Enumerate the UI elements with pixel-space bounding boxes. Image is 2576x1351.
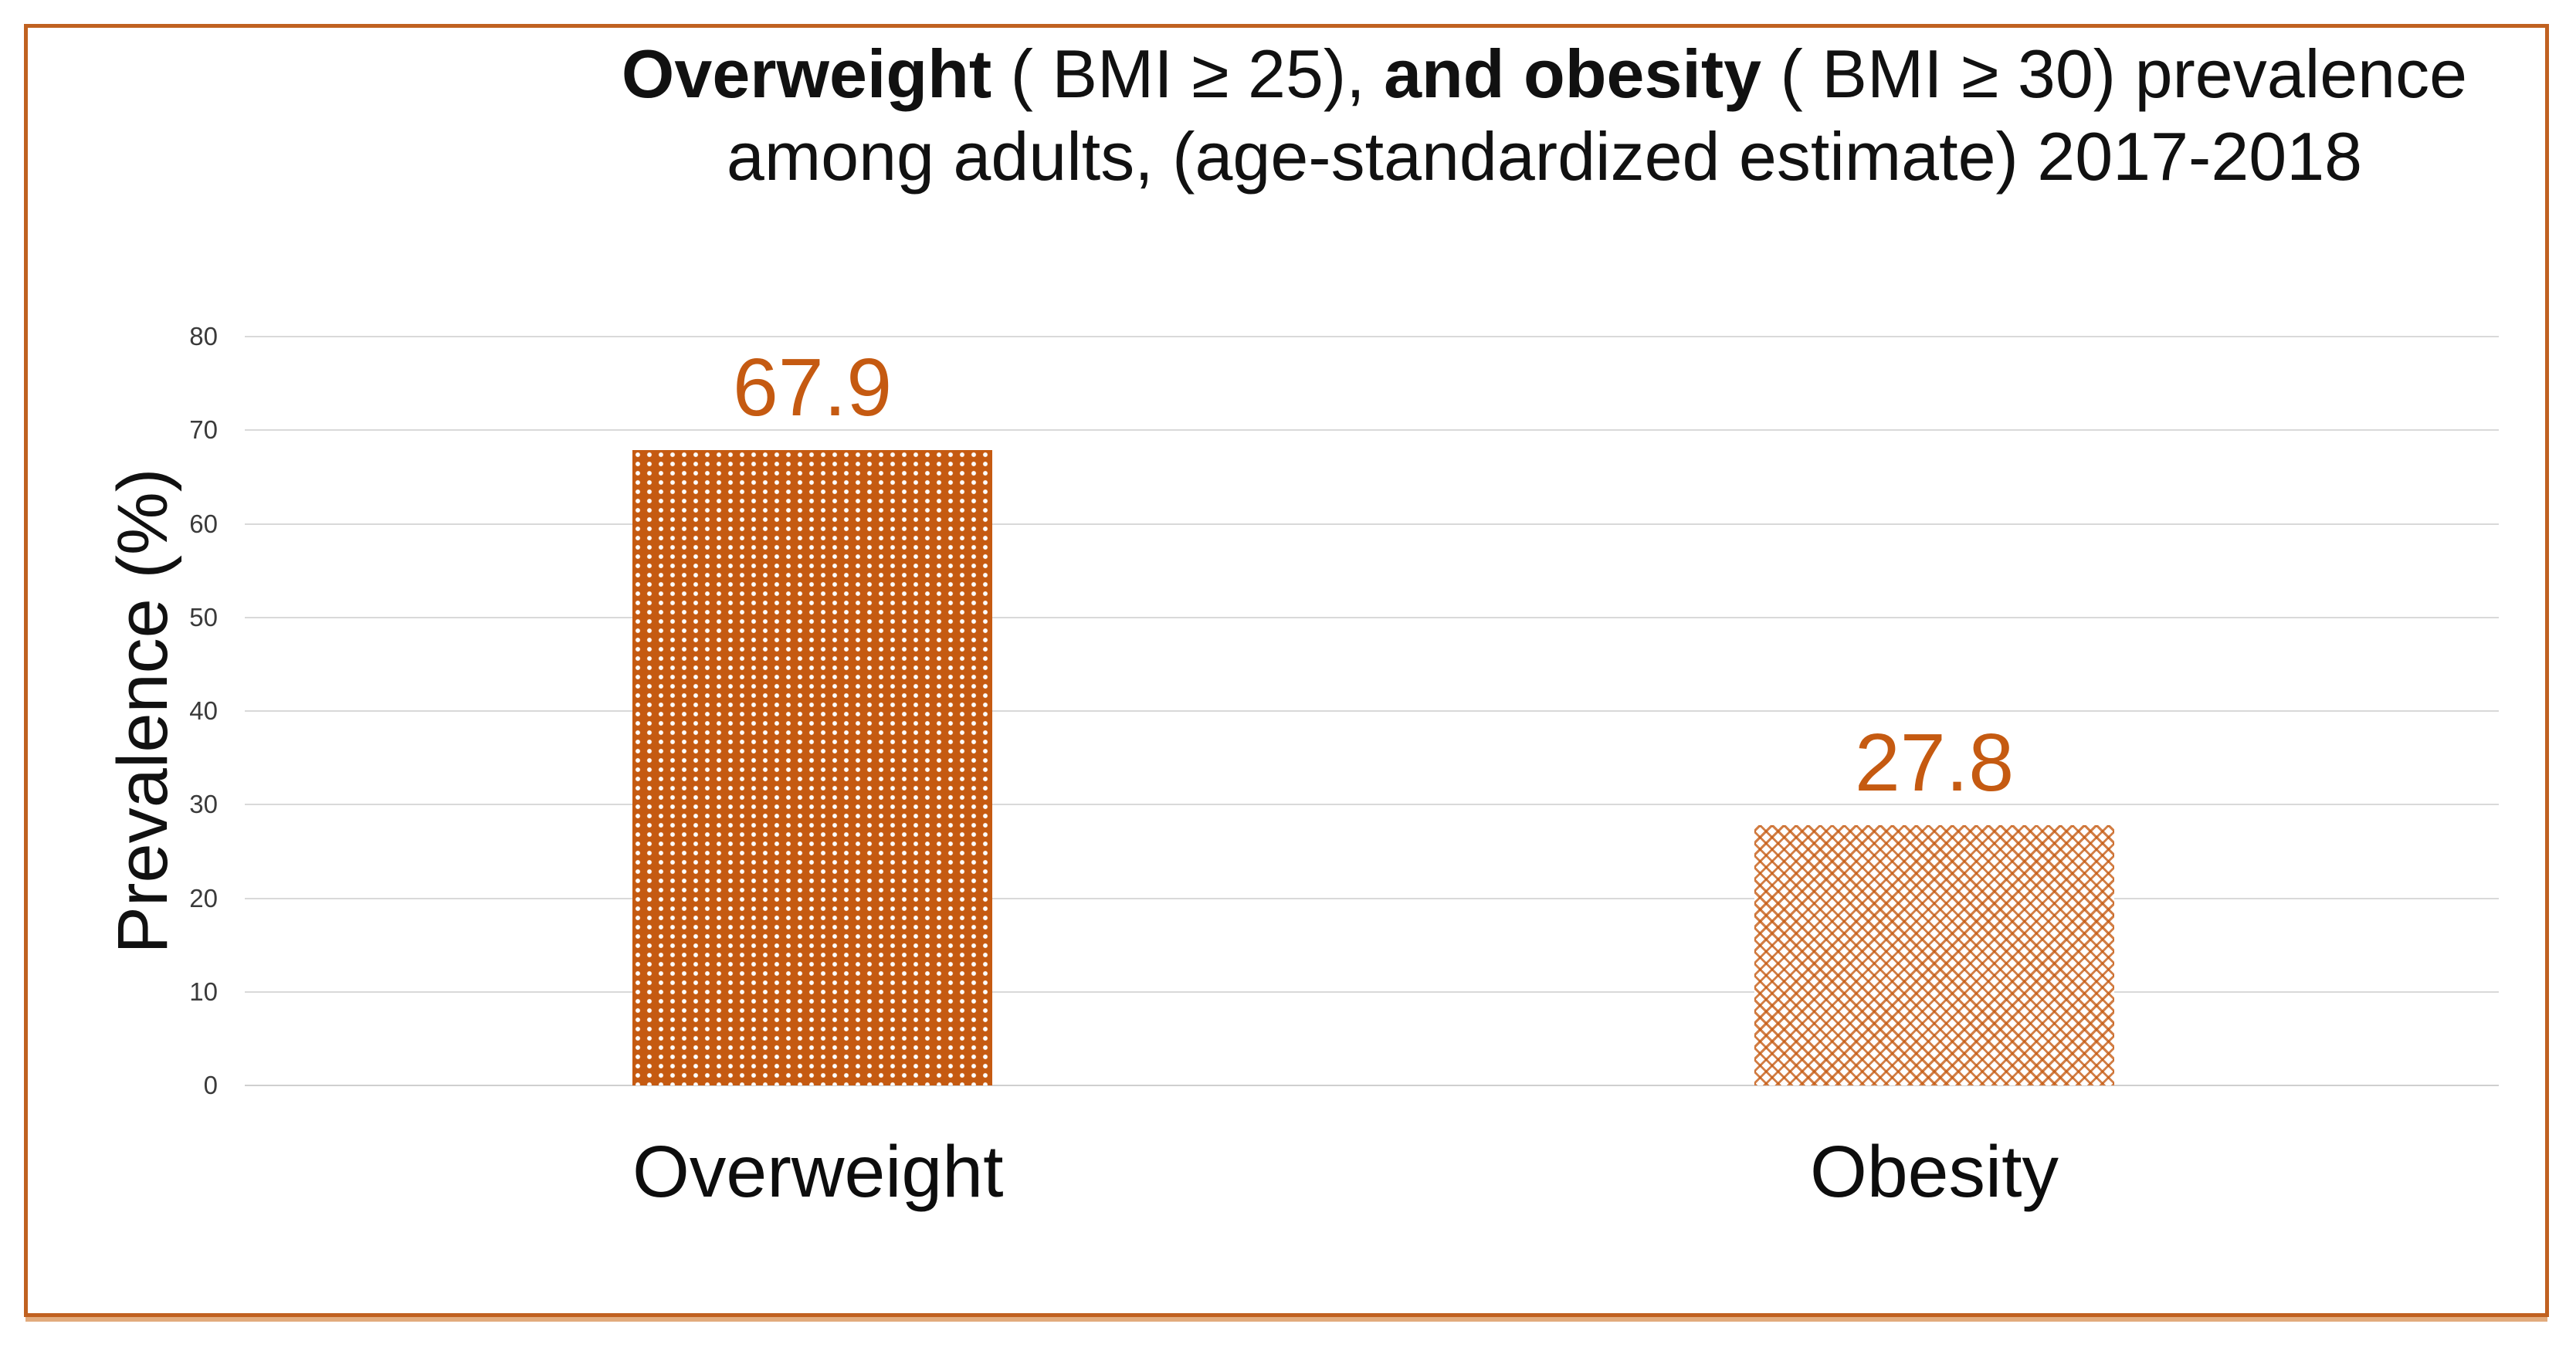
chart-title-line-1: Overweight ( BMI ≥ 25), and obesity ( BM… [525, 32, 2564, 115]
chart-title-bmi25: ( BMI ≥ 25), [991, 36, 1385, 112]
y-tick-label: 0 [203, 1071, 218, 1099]
bar-obesity [1754, 824, 2114, 1085]
y-tick-label: 10 [189, 977, 218, 1006]
chart-title-line-2: among adults, (age-standardized estimate… [726, 118, 2363, 195]
gridline [245, 523, 2499, 525]
x-category-label-overweight: Overweight [632, 1131, 1004, 1213]
bar-column-obesity: 27.8 [1754, 337, 2114, 1085]
x-category-label-obesity: Obesity [1809, 1131, 2059, 1213]
y-tick-label: 40 [189, 696, 218, 725]
plot-area: 80 70 60 50 40 30 20 10 0 67.9 27.8 Over… [189, 322, 2499, 1213]
chart-frame-border [24, 24, 2549, 1317]
gridline [245, 616, 2499, 618]
chart-title-bmi30: ( BMI ≥ 30) prevalence [1761, 36, 2468, 112]
y-tick-label: 60 [189, 509, 218, 538]
data-label-overweight: 67.9 [732, 341, 893, 433]
y-tick-label: 30 [189, 790, 218, 819]
bar-column-overweight: 67.9 [632, 337, 992, 1085]
gridline [245, 429, 2499, 432]
bar-overweight [632, 449, 992, 1085]
chart-title: Overweight ( BMI ≥ 25), and obesity ( BM… [525, 32, 2564, 198]
chart-title-bold-obesity: and obesity [1384, 36, 1762, 112]
y-tick-label: 50 [189, 602, 218, 631]
gridline [245, 336, 2499, 337]
data-label-obesity: 27.8 [1854, 716, 2015, 808]
x-axis-line [245, 1085, 2499, 1086]
y-tick-label: 20 [189, 883, 218, 913]
gridline [245, 804, 2499, 806]
gridline [245, 990, 2499, 993]
gridline [245, 897, 2499, 899]
y-tick-label: 80 [189, 322, 218, 350]
gridline [245, 710, 2499, 712]
chart-title-bold-overweight: Overweight [621, 36, 992, 112]
y-tick-label: 70 [189, 415, 218, 445]
